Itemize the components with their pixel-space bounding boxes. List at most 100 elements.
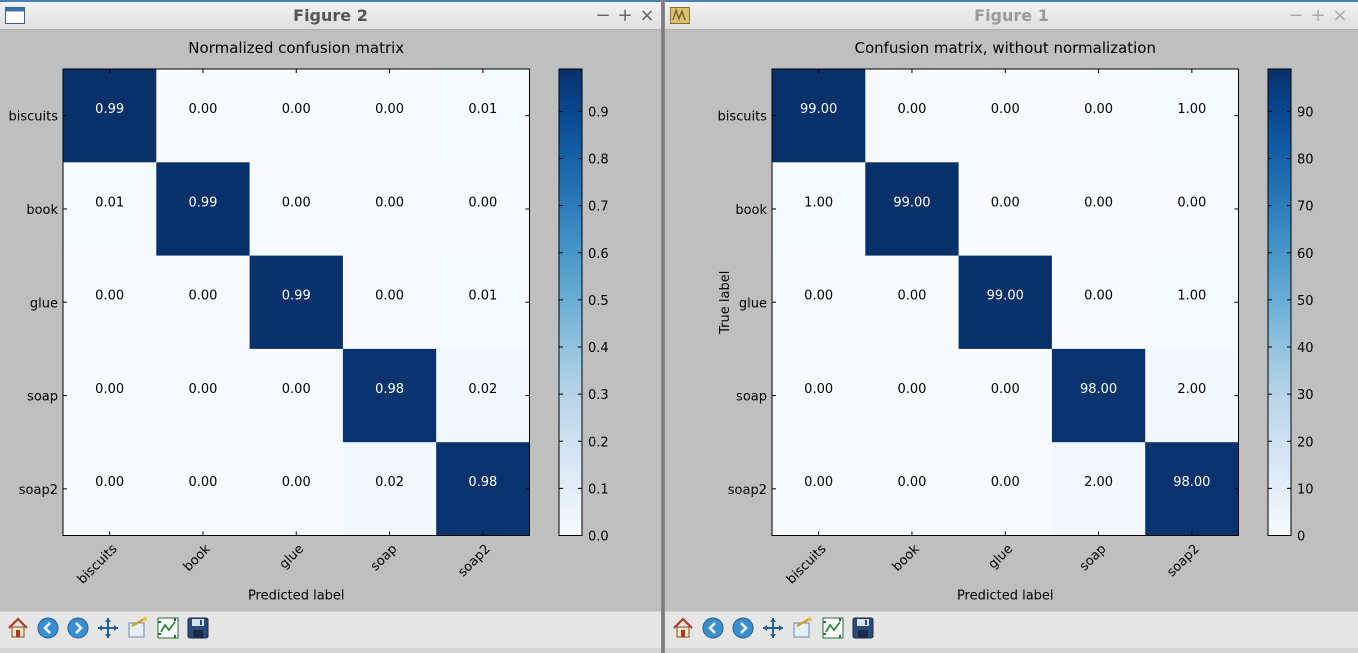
cell-value-label: 0.00 [804, 475, 833, 490]
close-button[interactable]: × [639, 5, 655, 26]
matrix-cell [1145, 348, 1239, 443]
forward-arrow-icon [731, 616, 755, 644]
x-tick-label: book [890, 541, 923, 574]
home-icon [671, 616, 695, 644]
cell-value-label: 98.00 [1080, 382, 1117, 397]
subplots-button[interactable] [819, 616, 847, 644]
maximize-button[interactable]: + [617, 5, 633, 26]
colorbar-tick-label: 0.4 [588, 341, 609, 356]
status-strip [665, 648, 1358, 653]
matrix-cell [772, 348, 866, 443]
y-tick-label: glue [30, 296, 58, 311]
window-app-icon [670, 7, 690, 24]
cell-value-label: 0.02 [468, 382, 497, 397]
minimize-button[interactable]: − [1288, 5, 1304, 26]
matrix-cell [1051, 69, 1146, 163]
cell-value-label: 0.00 [188, 289, 217, 304]
window-titlebar[interactable]: Figure 2 − + × [0, 0, 661, 30]
cell-value-label: 0.02 [375, 475, 404, 490]
back-button[interactable] [699, 616, 727, 644]
matrix-cell [958, 442, 1053, 536]
save-button[interactable] [849, 616, 877, 644]
window-titlebar[interactable]: Figure 1 − + × [665, 0, 1358, 30]
matrix-cell [249, 348, 344, 443]
matrix-cell [342, 255, 437, 350]
cell-value-label: 0.01 [95, 195, 124, 210]
figure-window-right: Figure 1 − + × Confusion matrix, without… [664, 0, 1358, 653]
zoom-button[interactable] [124, 616, 152, 644]
matrix-cell [342, 162, 437, 257]
plot-area[interactable]: Normalized confusion matrix 0.99 0.00 0.00 0… [0, 30, 661, 611]
subplots-icon [156, 616, 180, 644]
x-tick-label: soap [368, 542, 400, 574]
matrix-cell [1051, 442, 1146, 536]
colorbar [1267, 68, 1292, 536]
matrix-cell [1051, 255, 1146, 350]
matrix-cell [1051, 162, 1146, 257]
home-button[interactable] [4, 616, 32, 644]
save-button[interactable] [184, 616, 212, 644]
cell-value-label: 0.01 [468, 289, 497, 304]
matrix-cell [436, 348, 530, 443]
cell-value-label: 0.00 [282, 475, 311, 490]
colorbar-tick-label: 0.3 [588, 388, 609, 403]
matrix-cell [342, 348, 437, 443]
home-button[interactable] [669, 616, 697, 644]
cell-value-label: 99.00 [800, 102, 837, 117]
pan-button[interactable] [759, 616, 787, 644]
zoom-rect-icon [791, 616, 815, 644]
status-strip [0, 648, 661, 653]
matrix-cell [436, 69, 530, 163]
subplots-icon [821, 616, 845, 644]
matrix-cell [249, 442, 344, 536]
cell-value-label: 0.00 [1084, 289, 1113, 304]
cell-value-label: 0.00 [897, 475, 926, 490]
cell-value-label: 0.00 [991, 382, 1020, 397]
matrix-cell [772, 442, 866, 536]
cell-value-label: 0.99 [95, 102, 124, 117]
plot-area[interactable]: Confusion matrix, without normalization 9… [665, 30, 1358, 611]
zoom-button[interactable] [789, 616, 817, 644]
cell-value-label: 0.00 [95, 475, 124, 490]
maximize-button[interactable]: + [1310, 5, 1326, 26]
y-tick-label: soap [27, 390, 58, 405]
back-arrow-icon [701, 616, 725, 644]
matrix-cell [1051, 348, 1146, 443]
cell-value-label: 0.00 [897, 102, 926, 117]
forward-button[interactable] [729, 616, 757, 644]
y-axis-label: True label [718, 271, 733, 335]
minimize-button[interactable]: − [595, 5, 611, 26]
window-divider [662, 0, 664, 653]
pan-button[interactable] [94, 616, 122, 644]
cell-value-label: 0.99 [282, 289, 311, 304]
save-icon [186, 616, 210, 644]
cell-value-label: 0.99 [188, 195, 217, 210]
matrix-cell [156, 162, 251, 257]
forward-button[interactable] [64, 616, 92, 644]
zoom-rect-icon [126, 616, 150, 644]
x-axis-label: Predicted label [957, 589, 1054, 604]
matrix-cell [156, 442, 251, 536]
matrix-cell [436, 442, 530, 536]
cell-value-label: 0.00 [897, 289, 926, 304]
back-button[interactable] [34, 616, 62, 644]
cell-value-label: 99.00 [893, 195, 930, 210]
cell-value-label: 0.00 [991, 102, 1020, 117]
matrix-cell [436, 162, 530, 257]
subplots-button[interactable] [154, 616, 182, 644]
colorbar-tick-label: 0.2 [588, 435, 609, 450]
cell-value-label: 0.00 [282, 195, 311, 210]
colorbar-tick-label: 90 [1297, 105, 1314, 120]
x-tick-label: glue [277, 542, 307, 572]
matrix-cell [958, 162, 1053, 257]
colorbar-tick-label: 0.9 [588, 105, 609, 120]
matrix-cell [436, 255, 530, 350]
close-button[interactable]: × [1332, 5, 1348, 26]
x-tick-label: biscuits [75, 542, 121, 588]
cell-value-label: 0.00 [468, 195, 497, 210]
cell-value-label: 0.00 [897, 382, 926, 397]
save-icon [851, 616, 875, 644]
matrix-cell [958, 255, 1053, 350]
matrix-cell [1145, 162, 1239, 257]
colorbar-tick-label: 20 [1297, 435, 1314, 450]
